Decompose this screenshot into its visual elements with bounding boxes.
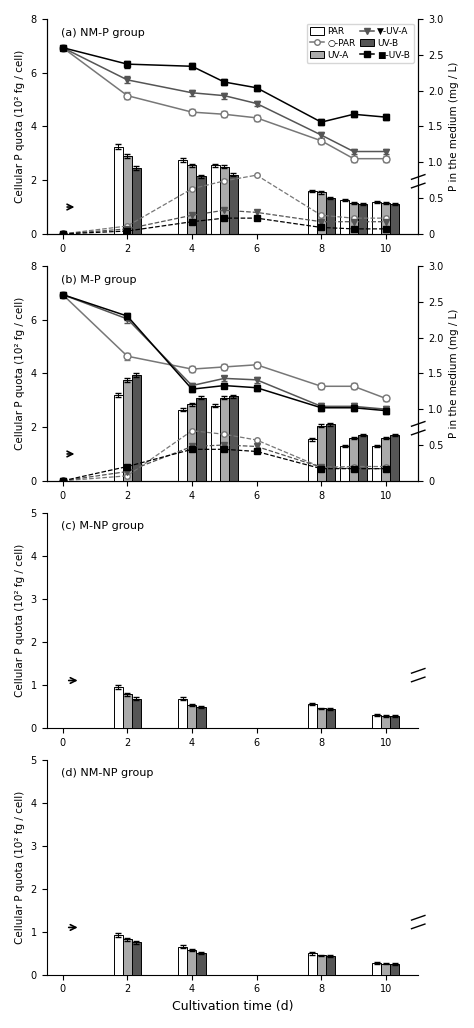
Bar (372, 446, 382, 481)
Bar (358, 205, 367, 234)
Bar (197, 398, 206, 481)
Bar (197, 953, 206, 975)
Bar (187, 950, 197, 975)
Bar (349, 438, 358, 481)
Bar (372, 962, 382, 975)
Bar (178, 160, 187, 234)
Bar (382, 963, 391, 975)
Bar (187, 166, 197, 234)
Text: (b) M-P group: (b) M-P group (62, 274, 137, 285)
Bar (123, 380, 132, 481)
Bar (382, 715, 391, 728)
Y-axis label: Cellular P quota (10² fg / cell): Cellular P quota (10² fg / cell) (15, 49, 25, 204)
Bar (358, 435, 367, 481)
Bar (340, 446, 349, 481)
Bar (308, 953, 317, 975)
Bar (132, 699, 141, 728)
Bar (178, 409, 187, 481)
Bar (326, 709, 335, 728)
Bar (326, 425, 335, 481)
Bar (391, 435, 400, 481)
Bar (391, 205, 400, 234)
Text: (a) NM-P group: (a) NM-P group (62, 28, 145, 38)
Bar (114, 147, 123, 234)
Bar (123, 156, 132, 234)
Bar (178, 947, 187, 975)
Bar (317, 426, 326, 481)
Bar (187, 404, 197, 481)
Bar (220, 398, 229, 481)
Bar (308, 191, 317, 234)
Bar (308, 439, 317, 481)
Bar (132, 375, 141, 481)
Bar (391, 964, 400, 975)
Bar (220, 167, 229, 234)
Y-axis label: P in the medium (mg / L): P in the medium (mg / L) (449, 62, 459, 191)
Bar (211, 406, 220, 481)
Bar (382, 203, 391, 234)
Text: (c) M-NP group: (c) M-NP group (62, 521, 145, 531)
Bar (229, 175, 238, 234)
Bar (382, 438, 391, 481)
Bar (326, 197, 335, 234)
Bar (317, 708, 326, 728)
Bar (326, 956, 335, 975)
Bar (114, 395, 123, 481)
Bar (340, 200, 349, 234)
Bar (349, 203, 358, 234)
Bar (229, 396, 238, 481)
Legend: PAR, ○-PAR, UV-A, ▼-UV-A, UV-B, ■-UV-B: PAR, ○-PAR, UV-A, ▼-UV-A, UV-B, ■-UV-B (307, 24, 414, 63)
Bar (197, 707, 206, 728)
X-axis label: Cultivation time (d): Cultivation time (d) (172, 1000, 293, 1013)
Bar (372, 201, 382, 234)
Y-axis label: P in the medium (mg / L): P in the medium (mg / L) (449, 308, 459, 438)
Bar (187, 705, 197, 728)
Bar (317, 192, 326, 234)
Bar (132, 169, 141, 234)
Bar (308, 704, 317, 728)
Y-axis label: Cellular P quota (10² fg / cell): Cellular P quota (10² fg / cell) (15, 297, 25, 450)
Bar (132, 943, 141, 975)
Bar (197, 176, 206, 234)
Bar (211, 166, 220, 234)
Bar (123, 940, 132, 975)
Bar (123, 694, 132, 728)
Text: (d) NM-NP group: (d) NM-NP group (62, 768, 154, 778)
Bar (317, 955, 326, 975)
Bar (114, 687, 123, 728)
Bar (178, 699, 187, 728)
Y-axis label: Cellular P quota (10² fg / cell): Cellular P quota (10² fg / cell) (15, 791, 25, 944)
Bar (391, 717, 400, 728)
Bar (372, 714, 382, 728)
Bar (114, 935, 123, 975)
Y-axis label: Cellular P quota (10² fg / cell): Cellular P quota (10² fg / cell) (15, 544, 25, 697)
